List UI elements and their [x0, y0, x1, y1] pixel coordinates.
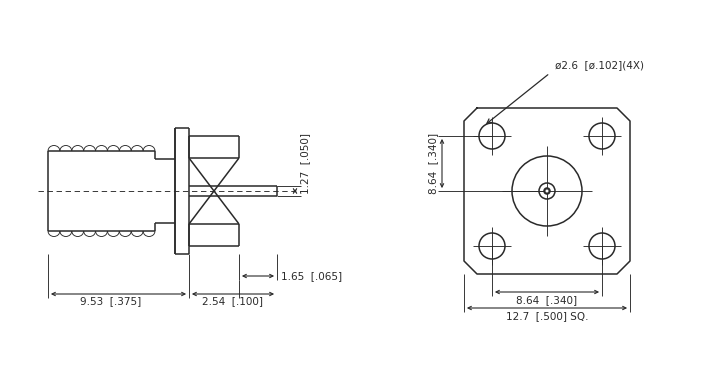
- Text: ø2.6  [ø.102](4X): ø2.6 [ø.102](4X): [555, 60, 644, 70]
- Circle shape: [544, 188, 550, 194]
- Text: 1.65  [.065]: 1.65 [.065]: [281, 271, 342, 281]
- Text: 2.54  [.100]: 2.54 [.100]: [202, 296, 264, 306]
- Text: 8.64  [.340]: 8.64 [.340]: [428, 133, 438, 194]
- Text: 12.7  [.500] SQ.: 12.7 [.500] SQ.: [505, 311, 588, 321]
- Text: 1.27  [.050]: 1.27 [.050]: [300, 133, 310, 194]
- Text: 8.64  [.340]: 8.64 [.340]: [516, 295, 577, 305]
- Circle shape: [545, 189, 549, 193]
- Text: 9.53  [.375]: 9.53 [.375]: [80, 296, 141, 306]
